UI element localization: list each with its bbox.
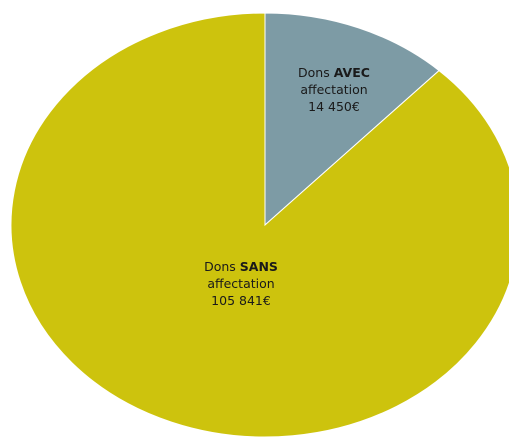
slice-label-sans: Dons SANS affectation 105 841€	[176, 258, 306, 309]
slice-value-avec: 14 450€	[308, 99, 360, 114]
slice-value-sans: 105 841€	[211, 293, 271, 308]
slice-label-avec-suffix: affectation	[300, 82, 368, 97]
slice-label-avec: Dons AVEC affectation 14 450€	[282, 64, 386, 115]
slice-label-sans-prefix: Dons	[204, 259, 236, 274]
pie-slice-sans	[10, 12, 509, 438]
slice-label-avec-prefix: Dons	[298, 65, 330, 80]
pie-slices	[10, 12, 509, 438]
pie-slice-avec	[264, 12, 440, 227]
slice-label-sans-bold: SANS	[239, 259, 278, 274]
slice-label-sans-suffix: affectation	[207, 276, 275, 291]
slice-label-avec-bold: AVEC	[333, 65, 370, 80]
